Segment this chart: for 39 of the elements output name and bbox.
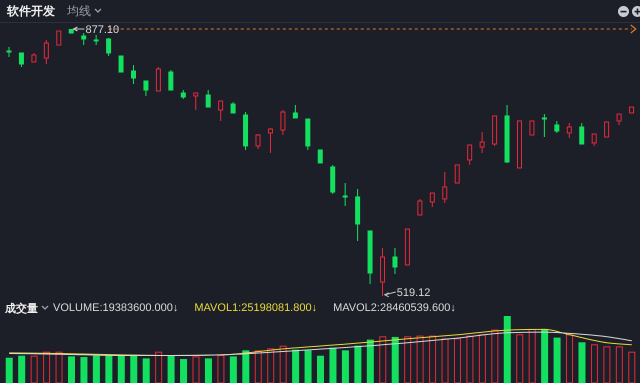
candlestick: [342, 182, 348, 206]
bar: [230, 356, 237, 383]
bar: [342, 350, 349, 383]
bar: [554, 338, 561, 383]
bar: [180, 359, 188, 383]
bar: [130, 356, 138, 383]
annotation: 877.10: [85, 24, 120, 36]
chart-title: 成交量: [5, 302, 38, 316]
text: MAVOL1:25198081.800↓: [194, 302, 318, 314]
bar: [118, 356, 125, 383]
bar: [168, 355, 175, 383]
candlestick: [355, 188, 360, 242]
candlestick: [392, 247, 398, 275]
bar: [142, 358, 150, 383]
candlestick: [130, 64, 136, 84]
text: MAVOL2:28460539.600↓: [333, 302, 456, 314]
text: VOLUME:19383600.000↓: [53, 302, 178, 314]
annotation: 519.12: [396, 287, 430, 299]
bar: [304, 350, 312, 383]
bar: [354, 346, 362, 383]
bar: [18, 356, 26, 383]
chart-title: 软件开发: [7, 2, 55, 20]
bar: [504, 316, 511, 383]
bar: [6, 358, 13, 383]
bar: [541, 328, 548, 383]
bar: [92, 356, 100, 383]
bar: [242, 350, 250, 383]
bar: [68, 356, 75, 383]
candlestick: [480, 132, 485, 154]
bar: [80, 357, 88, 383]
bar: [578, 342, 586, 383]
bar: [392, 336, 399, 383]
bar: [366, 340, 374, 383]
bar: [105, 356, 112, 383]
bar: [204, 358, 212, 383]
chart-subtitle: 均线: [67, 2, 91, 20]
bar: [317, 356, 324, 383]
bar: [329, 348, 336, 383]
bar: [292, 350, 300, 383]
